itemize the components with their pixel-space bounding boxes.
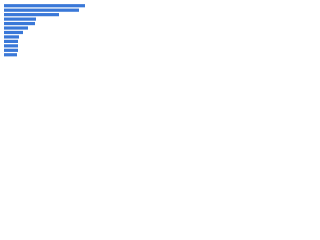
bar	[4, 4, 85, 8]
bar	[4, 17, 36, 21]
bar	[4, 30, 23, 35]
bar	[4, 44, 18, 48]
bar	[4, 53, 17, 57]
page: {"chart_data": {"type": "bar", "orientat…	[0, 0, 320, 71]
bar	[4, 21, 35, 26]
bar	[4, 26, 28, 30]
bar	[4, 48, 18, 52]
bar	[4, 39, 18, 44]
bar	[4, 35, 19, 39]
bar	[4, 8, 79, 12]
chart	[4, 4, 85, 57]
bar	[4, 13, 59, 17]
